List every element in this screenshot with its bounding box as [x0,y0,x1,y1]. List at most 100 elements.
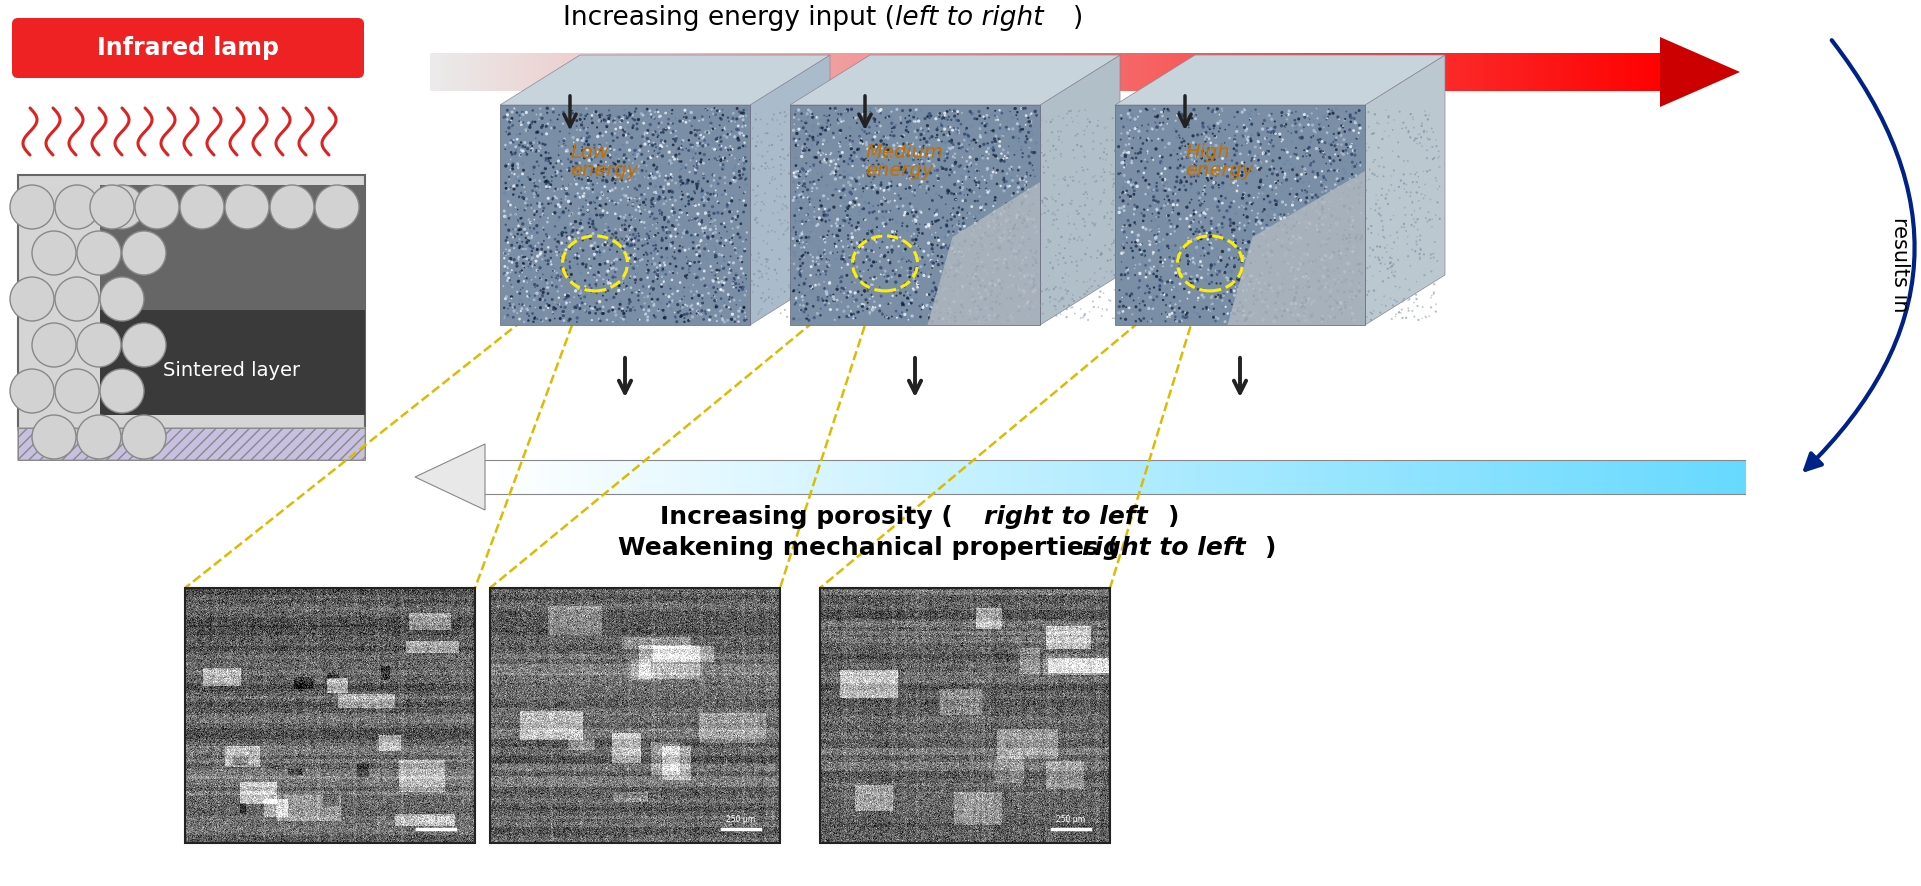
Point [857,217,888,231]
Bar [645,53,649,91]
Point [907,299,937,313]
Point [939,147,970,161]
Point [1032,134,1062,148]
Point [615,167,645,181]
Point [1324,291,1354,305]
Point [1010,189,1041,203]
Point [726,163,757,177]
Point [680,166,711,180]
Point [620,190,651,205]
Point [847,137,878,152]
Point [555,270,586,284]
Point [1178,128,1208,143]
Point [788,155,818,169]
Point [949,133,980,147]
Point [563,299,594,313]
Point [532,276,563,291]
Point [753,218,784,232]
Point [805,211,836,225]
Point [811,264,841,278]
Point [1014,114,1045,128]
Point [811,214,841,229]
Point [596,230,626,245]
Point [1324,164,1354,178]
Bar [834,460,838,494]
Point [1383,253,1414,267]
Point [791,105,822,119]
Point [1133,234,1164,248]
Point [528,285,559,299]
Bar [1423,53,1427,91]
Point [778,166,809,180]
Point [888,163,918,177]
Point [617,209,647,223]
Point [540,261,571,276]
Point [918,276,949,290]
Point [797,215,828,229]
Point [657,287,688,301]
Point [1210,169,1241,183]
Point [851,136,882,150]
Bar [1612,53,1614,91]
Point [1099,248,1130,262]
Point [659,263,690,277]
Point [1181,161,1212,175]
Point [1005,124,1035,138]
Point [993,234,1024,248]
Point [932,183,962,198]
Point [922,122,953,136]
Point [561,279,592,293]
Point [932,151,962,165]
Point [926,119,957,133]
Point [665,304,695,318]
Bar [492,53,496,91]
Point [530,276,561,290]
Point [889,165,920,179]
Bar [1316,460,1320,494]
Point [1039,292,1070,307]
Point [936,238,966,253]
Point [801,134,832,148]
Point [605,115,636,129]
Point [1279,113,1310,128]
Point [715,128,745,142]
Point [978,207,1009,222]
Point [549,238,580,253]
Point [1112,266,1143,280]
Point [939,152,970,166]
Point [1368,275,1398,289]
Point [1237,197,1268,211]
Point [715,292,745,307]
Point [601,226,632,240]
Bar [974,460,978,494]
Bar [941,53,943,91]
Point [1162,206,1193,221]
Point [526,237,557,252]
Point [966,290,997,304]
Point [492,301,523,315]
Point [845,111,876,125]
Point [503,269,534,284]
Bar [645,460,649,494]
Point [688,288,718,302]
Point [1176,169,1206,183]
Point [895,204,926,218]
Point [1185,262,1216,276]
Point [788,279,818,293]
Point [496,266,526,280]
Point [949,127,980,141]
Point [899,272,930,286]
Point [1337,200,1368,214]
Point [1247,122,1277,136]
Point [922,128,953,142]
Point [1206,245,1237,259]
Point [1141,210,1172,224]
Point [951,144,982,158]
Point [1412,131,1443,145]
Point [657,190,688,205]
Point [603,152,634,167]
Point [801,151,832,165]
Point [895,181,926,195]
Point [859,145,889,159]
Point [1153,189,1183,203]
